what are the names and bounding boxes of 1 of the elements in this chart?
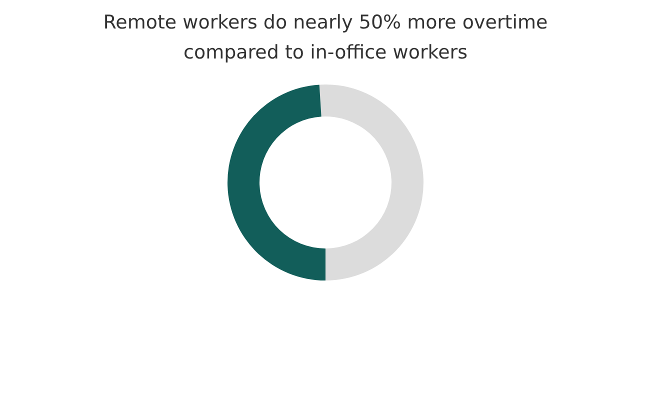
chart-title: Remote workers do nearly 50% more overtime compared to in-office workers xyxy=(103,12,548,64)
